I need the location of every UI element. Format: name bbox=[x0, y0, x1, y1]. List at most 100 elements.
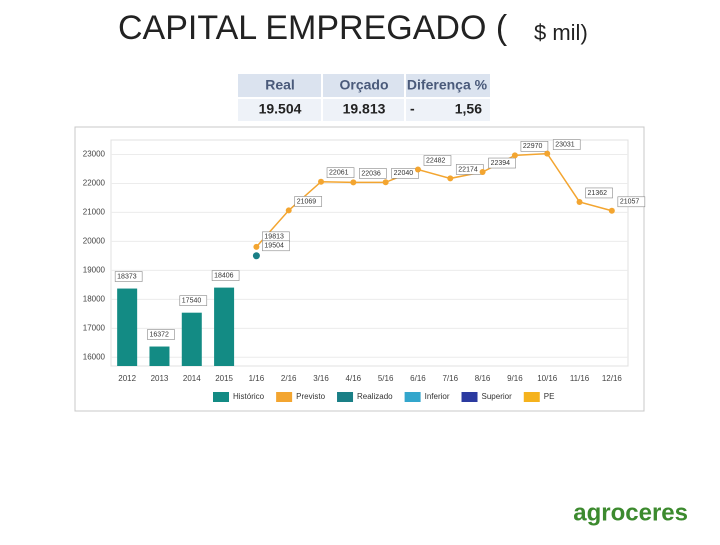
x-tick-label: 1/16 bbox=[249, 374, 265, 383]
bar bbox=[117, 288, 138, 366]
value-label-box bbox=[423, 155, 452, 166]
table-header bbox=[238, 74, 490, 98]
legend-label: Inferior bbox=[425, 392, 450, 401]
legend-swatch bbox=[461, 392, 478, 402]
y-tick-label: 21000 bbox=[83, 208, 106, 217]
x-tick-label: 2/16 bbox=[281, 374, 297, 383]
point bbox=[285, 207, 292, 214]
legend-swatch bbox=[276, 392, 293, 402]
value-label-box bbox=[391, 168, 419, 179]
bar bbox=[181, 312, 202, 366]
value-label: 16372 bbox=[149, 331, 169, 338]
x-tick-label: 2013 bbox=[151, 374, 169, 383]
x-tick-label: 8/16 bbox=[475, 374, 491, 383]
point bbox=[576, 198, 583, 205]
x-tick-label: 12/16 bbox=[602, 374, 623, 383]
point bbox=[350, 179, 357, 186]
value-label: 22394 bbox=[491, 160, 511, 167]
chart: 16000 17000 18000 19000 20000 21000 22000 23000… bbox=[83, 139, 646, 402]
value-label: 22040 bbox=[394, 170, 414, 177]
value-label: 23031 bbox=[555, 141, 575, 148]
point bbox=[382, 179, 389, 186]
summary-table: Real Orçado Diferença % 19.504 19.813 - … bbox=[238, 74, 490, 121]
point bbox=[608, 207, 615, 214]
y-tick-label: 20000 bbox=[83, 237, 106, 246]
title: CAPITAL EMPREGADO ( bbox=[118, 9, 508, 47]
value-label-box bbox=[552, 139, 581, 150]
x-tick-label: 2015 bbox=[215, 374, 233, 383]
legend-swatch bbox=[213, 392, 229, 402]
x-tick-label: 2012 bbox=[118, 374, 136, 383]
point bbox=[253, 243, 260, 250]
value-label: 22970 bbox=[523, 143, 543, 150]
value-label-box bbox=[147, 329, 175, 340]
title-unit: $ mil) bbox=[534, 20, 588, 45]
value-label: 22061 bbox=[329, 170, 349, 177]
value-label: 22036 bbox=[361, 170, 381, 177]
value-label: 21362 bbox=[588, 190, 608, 197]
table-header-cell: Real bbox=[265, 77, 295, 93]
legend-swatch bbox=[523, 392, 540, 402]
point bbox=[318, 178, 325, 185]
value-label: 17540 bbox=[182, 298, 202, 305]
table-cell: 19.813 bbox=[343, 101, 386, 117]
value-label-box bbox=[179, 295, 208, 306]
value-label-box bbox=[114, 271, 143, 282]
value-label: 19813 bbox=[264, 234, 284, 241]
y-tick-label: 19000 bbox=[83, 265, 106, 274]
x-tick-label: 10/16 bbox=[537, 374, 558, 383]
legend-label: Histórico bbox=[233, 392, 265, 401]
y-tick-label: 22000 bbox=[83, 179, 106, 188]
legend-label: Realizado bbox=[357, 392, 393, 401]
point bbox=[447, 175, 454, 182]
value-label: 18406 bbox=[214, 272, 234, 279]
value-label: 22174 bbox=[458, 166, 478, 173]
legend-swatch bbox=[404, 392, 421, 402]
value-label-box bbox=[617, 196, 646, 208]
value-label: 21069 bbox=[297, 198, 317, 205]
value-label-box bbox=[262, 240, 290, 252]
point bbox=[479, 169, 486, 176]
x-tick-label: 2014 bbox=[183, 374, 201, 383]
point bbox=[252, 252, 260, 260]
value-label: 22482 bbox=[426, 157, 446, 164]
value-label-box bbox=[294, 196, 323, 207]
y-tick-label: 18000 bbox=[83, 294, 106, 303]
line bbox=[255, 152, 613, 248]
x-tick-label: 6/16 bbox=[410, 374, 426, 383]
table-row bbox=[238, 98, 490, 121]
point bbox=[544, 150, 551, 157]
legend-label: PE bbox=[544, 392, 555, 401]
table-header-cell: Orçado bbox=[339, 77, 388, 93]
value-label-box bbox=[585, 187, 613, 199]
value-label-box bbox=[359, 168, 387, 179]
value-label-box bbox=[488, 157, 516, 169]
y-tick-label: 23000 bbox=[83, 150, 106, 159]
x-tick-label: 5/16 bbox=[378, 374, 394, 383]
x-tick-label: 11/16 bbox=[570, 374, 590, 383]
value-label-box bbox=[326, 167, 355, 178]
x-tick-label: 4/16 bbox=[346, 374, 362, 383]
legend-label: Superior bbox=[482, 392, 513, 401]
value-label-box bbox=[520, 141, 549, 152]
point bbox=[414, 166, 421, 173]
value-label: 18373 bbox=[117, 273, 137, 280]
x-tick-label: 7/16 bbox=[442, 374, 458, 383]
brand-logo: agroceres bbox=[573, 499, 688, 526]
table-cell: 1,56 bbox=[455, 101, 482, 117]
y-tick-label: 17000 bbox=[83, 323, 106, 332]
table-cell: - bbox=[410, 101, 415, 117]
bar bbox=[149, 346, 170, 366]
value-label-box bbox=[211, 270, 240, 281]
table-cell: 19.504 bbox=[259, 101, 302, 117]
legend-swatch bbox=[337, 392, 354, 402]
table-header-cell: Diferença % bbox=[407, 77, 488, 93]
y-tick-label: 16000 bbox=[83, 352, 106, 361]
legend-label: Previsto bbox=[296, 392, 325, 401]
point bbox=[511, 152, 518, 159]
value-label: 21057 bbox=[620, 199, 640, 206]
value-label: 19504 bbox=[264, 243, 284, 250]
x-tick-label: 9/16 bbox=[507, 374, 523, 383]
x-tick-label: 3/16 bbox=[313, 374, 329, 383]
